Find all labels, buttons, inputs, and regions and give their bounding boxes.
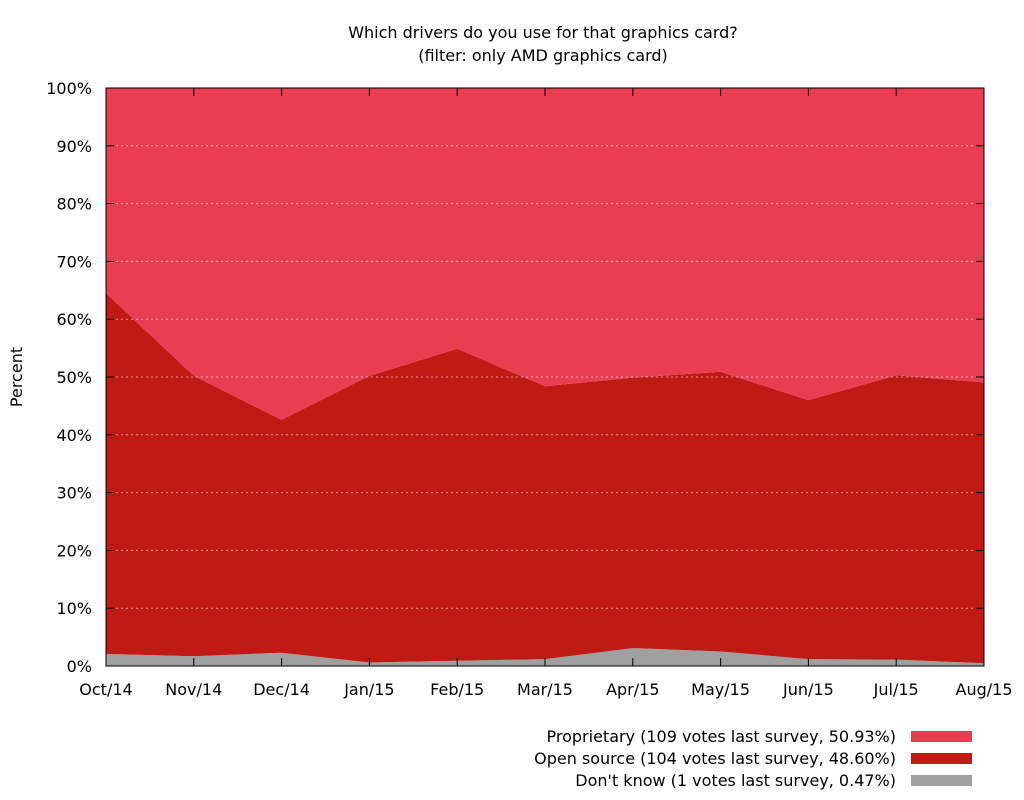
area-series-2 — [106, 88, 984, 420]
chart-title: Which drivers do you use for that graphi… — [348, 23, 738, 42]
x-tick-label-7: May/15 — [691, 680, 750, 699]
y-tick-label-7: 70% — [56, 252, 92, 271]
x-tick-label-10: Aug/15 — [956, 680, 1013, 699]
area-series-0 — [106, 648, 984, 666]
legend-label-0: Proprietary (109 votes last survey, 50.9… — [547, 727, 896, 746]
x-tick-label-9: Jul/15 — [873, 680, 919, 699]
x-tick-label-8: Jun/15 — [782, 680, 834, 699]
legend-swatch-0 — [911, 731, 972, 742]
y-tick-label-10: 100% — [46, 79, 92, 98]
grid-layer — [106, 145, 984, 609]
x-tick-label-4: Feb/15 — [430, 680, 484, 699]
y-tick-label-0: 0% — [67, 657, 92, 676]
y-tick-label-5: 50% — [56, 368, 92, 387]
area-series-1 — [106, 293, 984, 664]
y-tick-label-8: 80% — [56, 195, 92, 214]
y-tick-label-6: 60% — [56, 310, 92, 329]
x-tick-label-1: Nov/14 — [165, 680, 222, 699]
y-tick-label-4: 40% — [56, 426, 92, 445]
legend-label-1: Open source (104 votes last survey, 48.6… — [534, 749, 896, 768]
legend-swatch-2 — [911, 775, 972, 786]
x-tick-label-3: Jan/15 — [343, 680, 394, 699]
y-tick-label-2: 20% — [56, 541, 92, 560]
area-layer — [106, 88, 984, 666]
y-tick-label-1: 10% — [56, 599, 92, 618]
legend-swatch-1 — [911, 753, 972, 764]
x-tick-label-2: Dec/14 — [253, 680, 310, 699]
x-axis-ticks: Oct/14 Nov/14 Dec/14 Jan/15 Feb/15 Mar/15 Apr/… — [79, 88, 1013, 699]
legend-label-2: Don't know (1 votes last survey, 0.47%) — [575, 771, 896, 790]
y-axis-label: Percent — [7, 347, 26, 407]
x-tick-label-5: Mar/15 — [517, 680, 573, 699]
y-tick-label-3: 30% — [56, 484, 92, 503]
x-tick-label-0: Oct/14 — [79, 680, 132, 699]
chart-subtitle: (filter: only AMD graphics card) — [418, 46, 668, 65]
x-tick-label-6: Apr/15 — [606, 680, 659, 699]
y-axis-ticks: 0% 10% 20% 30% 40% 50% 60% 70% 80% 90% 100% — [46, 79, 984, 676]
y-tick-label-9: 90% — [56, 137, 92, 156]
legend: Proprietary (109 votes last survey, 50.9… — [534, 727, 972, 790]
